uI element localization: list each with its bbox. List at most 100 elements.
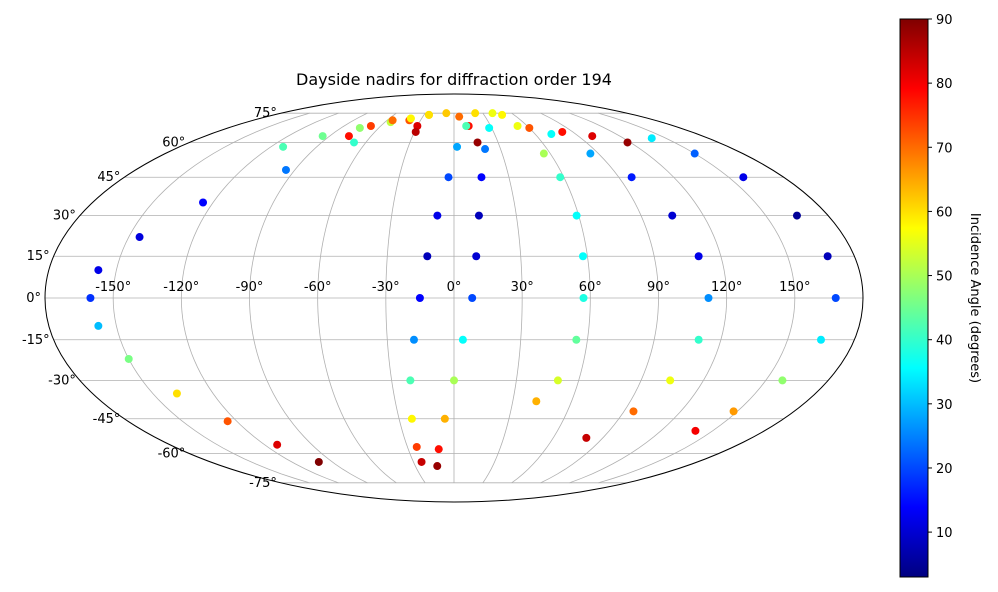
latitude-tick-label: 0° [26, 291, 41, 306]
data-point [424, 110, 433, 119]
data-point [579, 252, 587, 261]
data-point [474, 211, 483, 220]
longitude-gridline [112, 112, 310, 484]
data-point [433, 211, 442, 220]
data-point [477, 173, 486, 182]
data-point [704, 294, 713, 302]
longitude-gridline [385, 112, 426, 484]
longitude-tick-label: -60° [304, 280, 332, 295]
longitude-tick-label: 90° [647, 280, 670, 295]
data-point [415, 294, 424, 302]
latitude-tick-label: -15° [22, 333, 50, 348]
longitude-gridline [511, 112, 591, 484]
data-point [547, 130, 556, 139]
longitude-tick-labels: -150° -120° -90° -60° -30° 0° 30° 60° 90° 120° 150… [95, 280, 810, 295]
data-point [444, 173, 453, 182]
data-points [86, 109, 840, 471]
data-point [629, 407, 638, 416]
data-point [406, 114, 415, 123]
data-point [355, 123, 364, 132]
data-point [453, 142, 462, 151]
longitude-tick-label: -90° [236, 280, 264, 295]
data-point [498, 110, 507, 119]
data-point [411, 127, 420, 136]
latitude-tick-labels: -75° -60° -45° -30° -15° 0° 15° 30° 45° 60° 75° [22, 106, 277, 491]
longitude-gridline [540, 112, 659, 484]
longitude-tick-label: -120° [163, 280, 199, 295]
longitude-tick-label: 150° [779, 280, 810, 295]
colorbar-tick-label: 70 [936, 141, 953, 156]
data-point [442, 109, 451, 118]
data-point [778, 376, 787, 385]
latitude-tick-label: -30° [48, 373, 76, 388]
colorbar-tick-label: 20 [936, 462, 953, 477]
longitude-tick-label: 60° [579, 280, 602, 295]
data-point [488, 109, 497, 118]
chart-title: Dayside nadirs for diffraction order 194 [296, 70, 612, 89]
data-point [199, 198, 208, 207]
data-point [792, 211, 801, 220]
data-point [273, 440, 282, 449]
data-point [440, 414, 449, 423]
data-point [690, 149, 699, 158]
longitude-tick-label: -150° [95, 280, 131, 295]
data-point [388, 116, 397, 125]
data-point [532, 397, 541, 406]
data-point [412, 442, 421, 451]
data-point [458, 335, 467, 344]
data-point [694, 252, 703, 261]
longitude-gridline [249, 112, 368, 484]
colorbar-ticks: 10 20 30 40 50 60 70 80 90 [928, 13, 953, 541]
data-point [623, 138, 632, 147]
data-point [417, 457, 426, 466]
latitude-tick-label: 45° [97, 170, 120, 185]
data-point [366, 122, 375, 131]
data-point [468, 294, 477, 302]
data-point [729, 407, 738, 416]
data-point [691, 426, 700, 435]
data-point [450, 376, 458, 385]
data-point [434, 445, 443, 454]
data-point [485, 123, 494, 132]
data-point [433, 462, 442, 471]
data-point [627, 173, 636, 182]
data-point [572, 211, 581, 220]
data-point [318, 132, 327, 141]
longitude-gridline [569, 112, 728, 484]
latitude-tick-label: -75° [249, 476, 277, 491]
data-point [586, 149, 595, 158]
data-point [481, 145, 490, 154]
data-point [694, 335, 703, 344]
data-point [462, 122, 471, 131]
longitude-gridline [317, 112, 397, 484]
data-point [525, 123, 534, 132]
longitude-tick-label: -30° [372, 280, 400, 295]
data-point [558, 127, 567, 136]
colorbar-tick-label: 10 [936, 526, 953, 541]
data-point [513, 122, 522, 131]
colorbar-tick-label: 80 [936, 77, 953, 92]
data-point [579, 294, 588, 302]
data-point [666, 376, 675, 385]
data-point [407, 414, 416, 423]
latitude-tick-label: 60° [162, 136, 185, 151]
data-point [281, 165, 290, 174]
longitude-gridline [482, 112, 523, 484]
graticule [45, 112, 863, 484]
data-point [588, 132, 597, 141]
longitude-tick-label: 30° [511, 280, 534, 295]
data-point [94, 321, 103, 330]
colorbar-tick-label: 30 [936, 398, 953, 413]
data-point [86, 294, 95, 302]
data-point [556, 173, 565, 182]
latitude-tick-label: -60° [158, 447, 186, 462]
data-point [816, 335, 825, 344]
data-point [172, 389, 181, 398]
data-point [539, 149, 548, 158]
data-point [124, 354, 133, 363]
data-point [94, 266, 103, 275]
colorbar-tick-label: 40 [936, 334, 953, 349]
data-point [279, 142, 288, 151]
latitude-tick-label: 15° [27, 249, 50, 264]
colorbar-tick-label: 50 [936, 270, 953, 285]
